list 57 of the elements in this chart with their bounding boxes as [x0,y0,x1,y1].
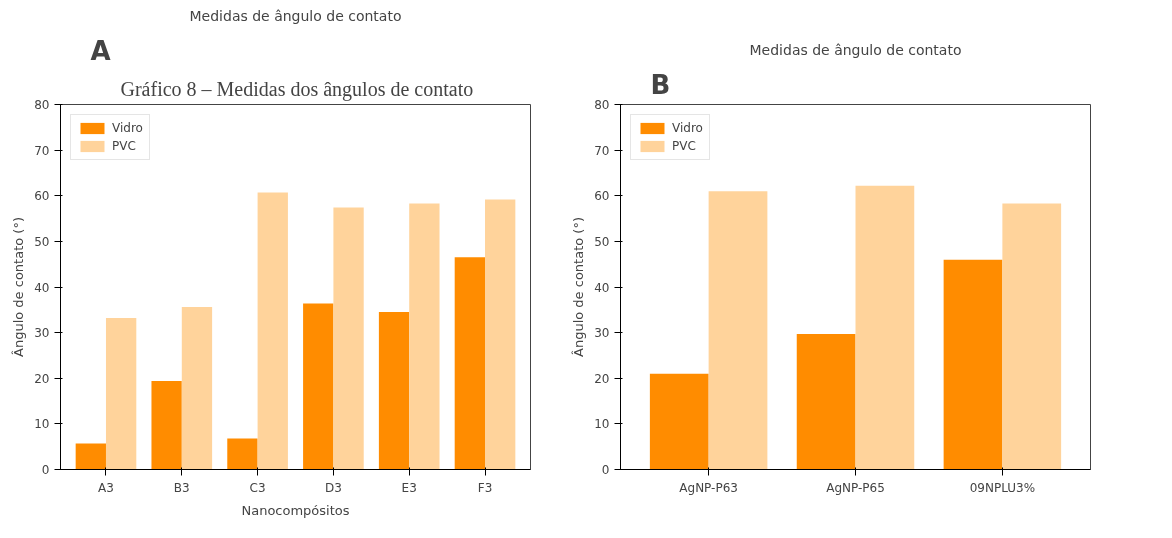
y-tick-label: 20 [34,371,50,386]
chart-title: Medidas de ângulo de contato [749,41,962,58]
bar [649,373,709,470]
bar [75,443,106,470]
y-tick-label: 10 [34,417,50,432]
legend-label: PVC [672,139,696,153]
y-tick-label: 0 [41,463,50,477]
legend-label: Vidro [672,121,703,135]
y-tick-label: 40 [594,280,610,295]
x-tick-label: AgNP-P63 [679,480,738,495]
x-tick-label: AgNP-P65 [826,480,885,495]
bar [105,318,137,470]
bar [257,192,288,470]
y-tick-label: 60 [594,189,610,204]
bar [409,203,440,470]
x-tick-label: C3 [249,480,266,495]
y-axis-title: Ângulo de contato (°) [11,217,27,357]
x-tick-label: B3 [173,480,190,495]
y-tick-label: 10 [594,417,610,432]
x-tick-label: D3 [324,480,342,495]
x-tick-label: E3 [401,480,417,495]
x-axis-title: Nanocompósitos [241,502,350,518]
bar [227,438,258,470]
y-tick-label: 40 [34,280,50,295]
y-tick-label: 30 [34,326,50,341]
bar [151,380,182,470]
y-tick-label: 70 [594,143,610,158]
x-tick-label: 09NPLU3% [969,480,1036,495]
y-tick-label: 30 [594,326,610,341]
bar [454,257,486,470]
x-tick-label: F3 [477,480,493,495]
text: A [90,35,111,66]
y-axis-title: Ângulo de contato (°) [571,217,587,357]
legend-label: Vidro [112,121,143,135]
text: B [650,69,671,100]
chart-title: Medidas de ângulo de contato [189,7,402,24]
y-tick-label: 50 [594,234,610,249]
bar [708,191,768,470]
bar [333,207,364,470]
bar [855,185,915,470]
bar [181,307,213,470]
x-tick-label: A3 [98,480,114,495]
legend-label: PVC [112,139,136,153]
y-tick-label: 80 [34,98,50,112]
bar [796,333,856,470]
y-tick-label: 70 [34,143,50,158]
bar [943,259,1003,470]
text: Gráfico 8 – Medidas dos ângulos de contato [120,77,474,101]
y-tick-label: 20 [594,371,610,386]
y-tick-label: 60 [34,189,50,204]
bar [378,312,410,470]
bar [1002,203,1062,470]
bar [303,303,334,470]
bar [485,199,516,470]
y-tick-label: 80 [594,98,610,112]
y-tick-label: 50 [34,234,50,249]
y-tick-label: 0 [601,463,610,477]
